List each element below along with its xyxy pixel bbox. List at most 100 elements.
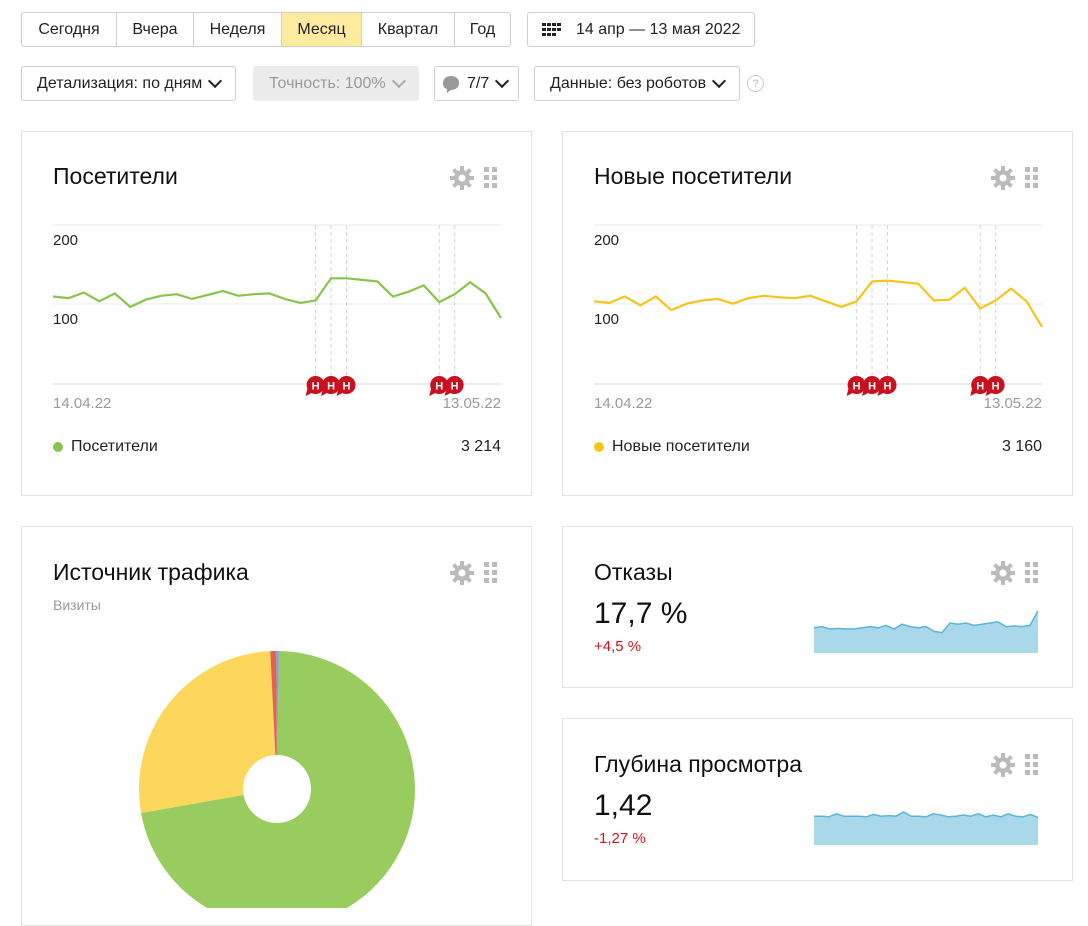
traffic-pie-chart [139, 650, 416, 908]
legend-dot [594, 442, 604, 452]
date-range-label: 14 апр — 13 мая 2022 [576, 20, 741, 38]
depth-sparkline [814, 811, 1039, 845]
depth-sparkline-line [814, 811, 1039, 819]
svg-text:Н: Н [853, 381, 861, 393]
drag-handle-icon[interactable] [484, 562, 498, 584]
svg-text:Н: Н [884, 381, 892, 393]
legend-item[interactable]: Новые посетители [594, 438, 750, 456]
visitors-series-line [52, 277, 502, 319]
legend-item[interactable]: Посетители [53, 438, 158, 456]
svg-text:Н: Н [992, 381, 1000, 393]
chevron-down-icon [495, 73, 510, 89]
annotation-lines [315, 225, 456, 382]
x-start-label: 14.04.22 [594, 395, 652, 412]
help-icon[interactable]: ? [747, 75, 764, 92]
card-title: Посетители [53, 163, 178, 189]
bounce-delta: +4,5 % [594, 638, 642, 655]
bounce-sparkline-line [813, 610, 1039, 634]
legend-label: Новые посетители [612, 438, 750, 455]
data-label: Данные: без роботов [550, 74, 707, 92]
annotation-marker[interactable]: Н [444, 376, 464, 396]
bounce-sparkline [813, 610, 1039, 653]
card-title: Источник трафика [53, 559, 249, 585]
tab-year[interactable]: Год [469, 20, 496, 38]
svg-text:Н: Н [327, 381, 335, 393]
new-visitors-total: 3 160 [1001, 438, 1042, 455]
comments-dropdown[interactable]: 7/7 [434, 66, 519, 101]
chevron-down-icon [391, 73, 406, 89]
accuracy-dropdown[interactable]: Точность: 100% [253, 66, 419, 101]
data-dropdown[interactable]: Данные: без роботов [534, 66, 740, 101]
card-subtitle: Визиты [53, 597, 101, 613]
drag-handle-icon[interactable] [1025, 167, 1039, 189]
chevron-down-icon [208, 73, 223, 89]
pie-slice[interactable] [270, 651, 277, 789]
depth-card: Глубина просмотра 1,42 -1,27 % [562, 718, 1073, 881]
tab-month[interactable]: Месяц [282, 13, 362, 46]
period-selector: Сегодня Вчера Неделя Месяц Квартал Год [21, 12, 511, 47]
annotation-marker[interactable]: Н [970, 376, 990, 396]
annotation-marker[interactable]: Н [846, 376, 866, 396]
drag-handle-icon[interactable] [484, 167, 498, 189]
gear-icon[interactable] [450, 561, 474, 585]
gear-icon[interactable] [450, 166, 474, 190]
tab-yesterday[interactable]: Вчера [117, 13, 194, 46]
annotation-marker[interactable]: Н [862, 376, 882, 396]
x-end-label: 13.05.22 [984, 395, 1042, 412]
svg-text:Н: Н [343, 381, 351, 393]
annotation-marker[interactable]: Н [321, 376, 341, 396]
annotation-marker[interactable]: Н [429, 376, 449, 396]
accuracy-label: Точность: 100% [269, 74, 386, 92]
annotation-marker[interactable]: Н [336, 376, 356, 396]
calendar-icon [542, 22, 561, 36]
gear-icon[interactable] [991, 166, 1015, 190]
bounce-value: 17,7 % [594, 597, 688, 630]
y-tick-label: 100 [53, 311, 78, 328]
depth-sparkline-area [814, 812, 1038, 845]
legend-label: Посетители [71, 438, 158, 455]
pie-slice[interactable] [276, 650, 279, 789]
svg-text:Н: Н [451, 381, 459, 393]
detail-label: Детализация: по дням [37, 74, 203, 92]
drag-handle-icon[interactable] [1025, 754, 1039, 776]
date-range-button[interactable]: 14 апр — 13 мая 2022 [527, 12, 755, 47]
annotation-lines [856, 225, 997, 382]
x-start-label: 14.04.22 [53, 395, 111, 412]
tab-today[interactable]: Сегодня [22, 13, 117, 46]
tab-quarter[interactable]: Квартал [362, 13, 455, 46]
x-end-label: 13.05.22 [443, 395, 501, 412]
gear-icon[interactable] [991, 561, 1015, 585]
tab-week[interactable]: Неделя [194, 13, 282, 46]
pie-slice[interactable] [139, 651, 277, 813]
annotation-marker[interactable]: Н [985, 376, 1005, 396]
card-title: Отказы [594, 559, 673, 585]
svg-text:Н: Н [976, 381, 984, 393]
gear-icon[interactable] [991, 753, 1015, 777]
y-tick-label: 100 [594, 311, 619, 328]
new-visitors-series-line [593, 279, 1043, 328]
detail-dropdown[interactable]: Детализация: по дням [21, 66, 236, 101]
comment-icon [443, 75, 459, 93]
legend-dot [53, 442, 63, 452]
drag-handle-icon[interactable] [1025, 562, 1039, 584]
depth-value: 1,42 [594, 789, 653, 822]
svg-text:Н: Н [435, 381, 443, 393]
y-tick-label: 200 [53, 232, 78, 249]
annotation-marker[interactable]: Н [305, 376, 325, 396]
bounce-card: Отказы 17,7 % +4,5 % [562, 526, 1073, 688]
card-title: Глубина просмотра [594, 751, 802, 777]
y-tick-label: 200 [594, 232, 619, 249]
visitors-total: 3 214 [460, 438, 501, 455]
annotation-marker[interactable]: Н [877, 376, 897, 396]
traffic-source-card: Источник трафика Визиты [21, 526, 532, 926]
card-title: Новые посетители [594, 163, 793, 189]
svg-text:Н: Н [312, 381, 320, 393]
bounce-sparkline-area [814, 611, 1038, 653]
depth-delta: -1,27 % [594, 830, 646, 847]
svg-text:Н: Н [868, 381, 876, 393]
